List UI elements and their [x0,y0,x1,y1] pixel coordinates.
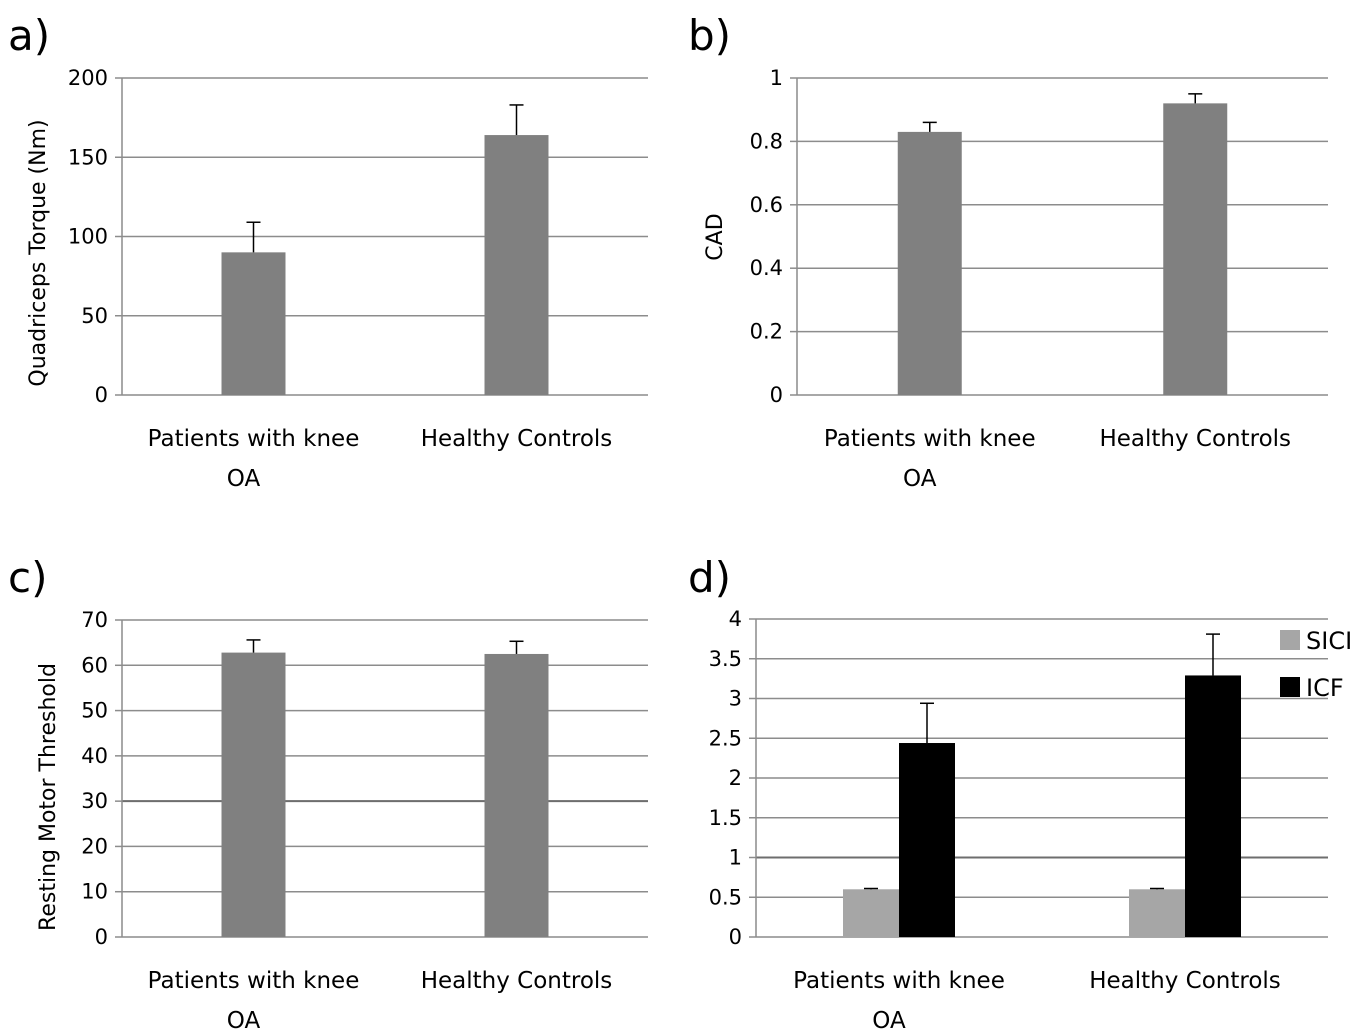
y-tick-label: 0 [95,925,108,949]
y-tick-label: 10 [81,880,108,904]
chart-panel-c: c) 0 10 20 30 40 50 60 70 Resting Motor Threshold… [8,553,648,1034]
bar [899,743,955,937]
y-tick-label: 50 [81,699,108,723]
panel-label: c) [8,553,47,602]
bar [484,135,549,395]
y-axis-title: CAD [703,213,728,260]
y-tick-label: 20 [81,834,108,858]
panel-label: d) [688,553,731,602]
y-tick-label: 0.2 [750,320,783,344]
y-tick-label: 200 [68,66,108,90]
category-label: OA [903,466,937,492]
bar [1163,103,1228,396]
chart-panel-a: a) 0 50 100 150 200 Quadriceps Torque (Nm) Pati… [8,11,648,492]
y-tick-label: 1.5 [709,806,742,830]
y-tick-label: 0.5 [709,885,742,909]
y-tick-label: 30 [81,789,108,813]
y-tick-label: 0.8 [750,129,783,153]
legend-label: SICI [1306,627,1352,655]
y-tick-label: 2.5 [709,726,742,750]
category-label: OA [227,466,261,492]
y-tick-label: 0 [729,925,742,949]
bar [221,252,286,395]
category-label: Patients with knee [148,426,360,452]
category-label: Healthy Controls [1089,968,1281,994]
panel-label: b) [688,11,731,60]
category-label: Healthy Controls [1099,426,1291,452]
y-tick-label: 0.6 [750,193,783,217]
panel-label: a) [8,11,50,60]
legend-label: ICF [1306,674,1344,702]
chart-panel-b: b) 0 0.2 0.4 0.6 0.8 1 CAD Patients with knee OA H… [688,11,1328,492]
bar [897,131,962,395]
bar [843,889,899,937]
y-tick-label: 2 [729,766,742,790]
category-label: Patients with knee [793,968,1005,994]
y-tick-label: 1 [770,66,783,90]
bar [1129,889,1185,937]
y-tick-label: 70 [81,608,108,632]
y-tick-label: 100 [68,225,108,249]
bar [484,653,549,937]
y-tick-label: 3 [729,687,742,711]
bar [1185,675,1241,937]
category-label: Patients with knee [824,426,1036,452]
y-tick-label: 60 [81,653,108,677]
category-label: Healthy Controls [421,968,613,994]
y-tick-label: 4 [729,607,742,631]
y-axis-title: Quadriceps Torque (Nm) [26,119,51,386]
y-tick-label: 0 [95,383,108,407]
chart-panel-d: d) 0 0.5 1 1.5 2 2.5 3 3.5 4 Patients with knee OA H… [688,553,1352,1034]
legend-swatch [1280,630,1300,650]
legend-swatch [1280,677,1300,697]
y-tick-label: 50 [81,304,108,328]
y-tick-label: 40 [81,744,108,768]
y-tick-label: 0.4 [750,256,783,280]
category-label: OA [872,1008,906,1034]
y-tick-label: 0 [770,383,783,407]
y-tick-label: 1 [729,846,742,870]
y-axis-title: Resting Motor Threshold [36,663,61,931]
y-tick-label: 3.5 [709,647,742,671]
category-label: Patients with knee [148,968,360,994]
bar [221,652,286,937]
category-label: Healthy Controls [421,426,613,452]
category-label: OA [227,1008,261,1034]
y-tick-label: 150 [68,145,108,169]
